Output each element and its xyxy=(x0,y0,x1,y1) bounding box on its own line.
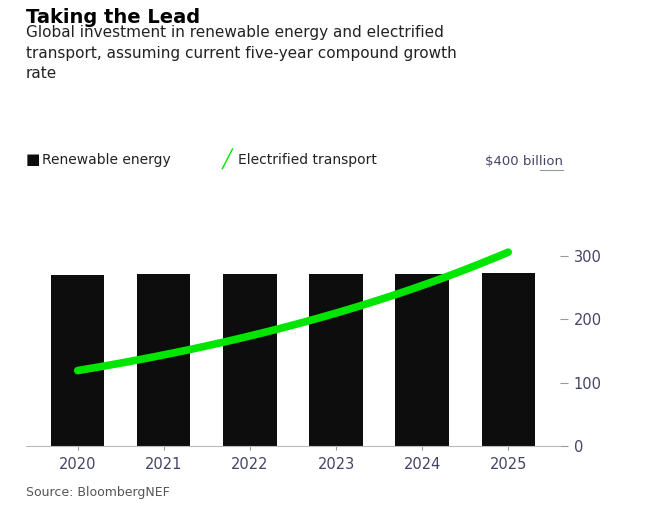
Bar xyxy=(482,273,535,446)
Text: ╱: ╱ xyxy=(221,149,232,170)
Bar xyxy=(395,274,449,446)
Text: $400 billion: $400 billion xyxy=(485,155,563,168)
Bar xyxy=(51,275,104,446)
Text: Taking the Lead: Taking the Lead xyxy=(26,8,200,26)
Text: Renewable energy: Renewable energy xyxy=(42,153,171,167)
Bar xyxy=(137,274,191,446)
Text: Global investment in renewable energy and electrified
transport, assuming curren: Global investment in renewable energy an… xyxy=(26,25,457,81)
Bar xyxy=(309,274,363,446)
Bar xyxy=(223,274,277,446)
Text: Source: BloombergNEF: Source: BloombergNEF xyxy=(26,486,170,499)
Text: ■: ■ xyxy=(26,152,40,167)
Text: Electrified transport: Electrified transport xyxy=(238,153,376,167)
